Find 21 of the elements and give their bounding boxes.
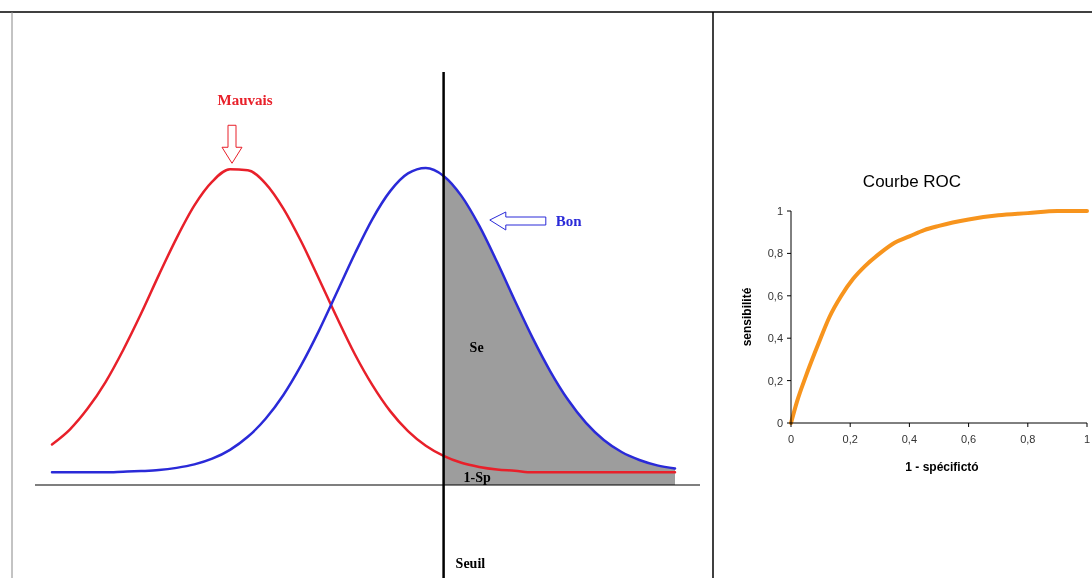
annotation: Se	[469, 339, 484, 355]
x-tick-label: 1	[1083, 433, 1091, 445]
legend-label: Bon	[555, 213, 583, 229]
chart-title: Courbe ROC	[862, 172, 962, 191]
x-tick-label: 0,6	[960, 433, 977, 445]
text: Seuil	[455, 556, 486, 571]
annotation: 1-Sp	[463, 469, 492, 485]
y-tick-label: 0,8	[767, 247, 783, 260]
x-tick-label: 0	[787, 433, 795, 445]
y-tick-label: 0,2	[767, 374, 783, 387]
y-tick-label: 1	[776, 205, 783, 217]
line-series	[789, 209, 1089, 425]
y-tick-label: 0,4	[767, 332, 783, 345]
y-axis-title: sensibilité	[740, 287, 754, 347]
text: Mauvais	[217, 92, 273, 109]
y-tick-label: 0,6	[767, 289, 783, 302]
y-tick-label: 0	[776, 417, 783, 429]
x-tick-label: 0,4	[901, 433, 918, 445]
x-axis-title: 1 - spécifictó	[905, 460, 979, 474]
x-tick-label: 0,8	[1020, 433, 1036, 445]
x-tick-label: 0,2	[842, 433, 858, 445]
